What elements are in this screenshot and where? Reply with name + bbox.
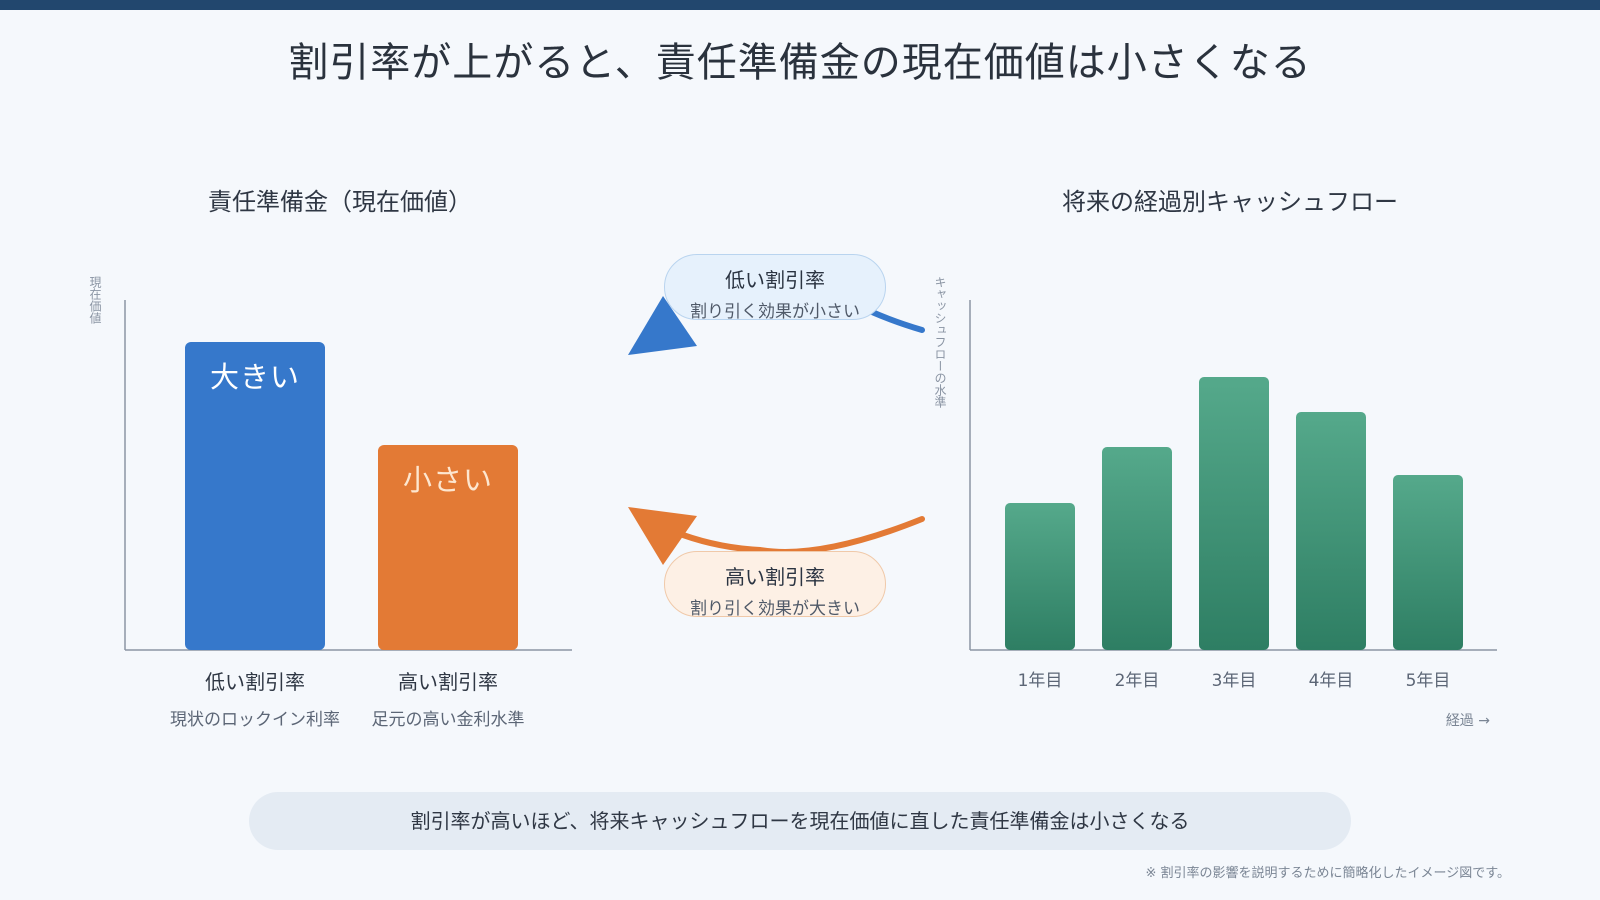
low-rate-bubble-sub: 割り引く効果が小さい bbox=[690, 302, 860, 322]
high-rate-arrow-head bbox=[628, 507, 697, 565]
category-low-rate-sub: 現状のロックイン利率 bbox=[170, 710, 340, 730]
low-rate-arrow-head bbox=[628, 296, 697, 355]
category-low-rate-title: 低い割引率 bbox=[205, 670, 305, 694]
high-rate-arrow-curve bbox=[680, 516, 925, 555]
cashflow-tick-label-5: 5年目 bbox=[1405, 671, 1451, 691]
bar-low-rate bbox=[185, 342, 325, 650]
cashflow-bar-3 bbox=[1199, 377, 1269, 650]
cashflow-bar-2 bbox=[1102, 447, 1172, 650]
present-value-axis-label: 現在価値 bbox=[88, 276, 102, 324]
page-title: 割引率が上がると、責任準備金の現在価値は小さくなる bbox=[288, 40, 1312, 86]
low-rate-bubble: 低い割引率 割り引く効果が小さい bbox=[664, 254, 886, 322]
bar-low-rate-label: 大きい bbox=[209, 360, 300, 394]
cashflow-bar-5 bbox=[1393, 475, 1463, 650]
category-high-rate: 高い割引率 足元の高い金利水準 bbox=[348, 666, 548, 730]
bar-high-rate bbox=[378, 445, 518, 650]
category-high-rate-sub: 足元の高い金利水準 bbox=[371, 710, 525, 730]
cashflow-x-axis-note: 経過 → bbox=[1445, 713, 1490, 729]
cashflow-bar-1 bbox=[1005, 503, 1075, 650]
summary-banner: 割引率が高いほど、将来キャッシュフローを現在価値に直した責任準備金は小さくなる bbox=[249, 792, 1351, 850]
cashflow-tick-label-3: 3年目 bbox=[1211, 671, 1257, 691]
top-accent-bar bbox=[0, 0, 1600, 10]
footnote: ※ 割引率の影響を説明するために簡略化したイメージ図です。 bbox=[1145, 866, 1510, 881]
low-rate-bubble-title: 低い割引率 bbox=[725, 268, 825, 292]
category-high-rate-title: 高い割引率 bbox=[398, 670, 498, 694]
cashflow-axis-label: キャッシュフローの水準 bbox=[933, 276, 947, 408]
cashflow-tick-label-1: 1年目 bbox=[1017, 671, 1063, 691]
high-rate-bubble-sub: 割り引く効果が大きい bbox=[690, 599, 860, 619]
cashflow-tick-label-2: 2年目 bbox=[1114, 671, 1160, 691]
cashflow-tick-label-4: 4年目 bbox=[1308, 671, 1354, 691]
bar-high-rate-label: 小さい bbox=[402, 463, 493, 497]
high-rate-bubble-title: 高い割引率 bbox=[725, 565, 825, 589]
low-rate-arrow-curve bbox=[869, 309, 925, 333]
cashflow-chart-title: 将来の経過別キャッシュフロー bbox=[1062, 188, 1398, 216]
present-value-panel-title: 責任準備金（現在価値） bbox=[208, 188, 472, 216]
cashflow-bar-4 bbox=[1296, 412, 1366, 650]
high-rate-bubble: 高い割引率 割り引く効果が大きい bbox=[664, 551, 886, 619]
category-low-rate: 低い割引率 現状のロックイン利率 bbox=[155, 666, 355, 730]
